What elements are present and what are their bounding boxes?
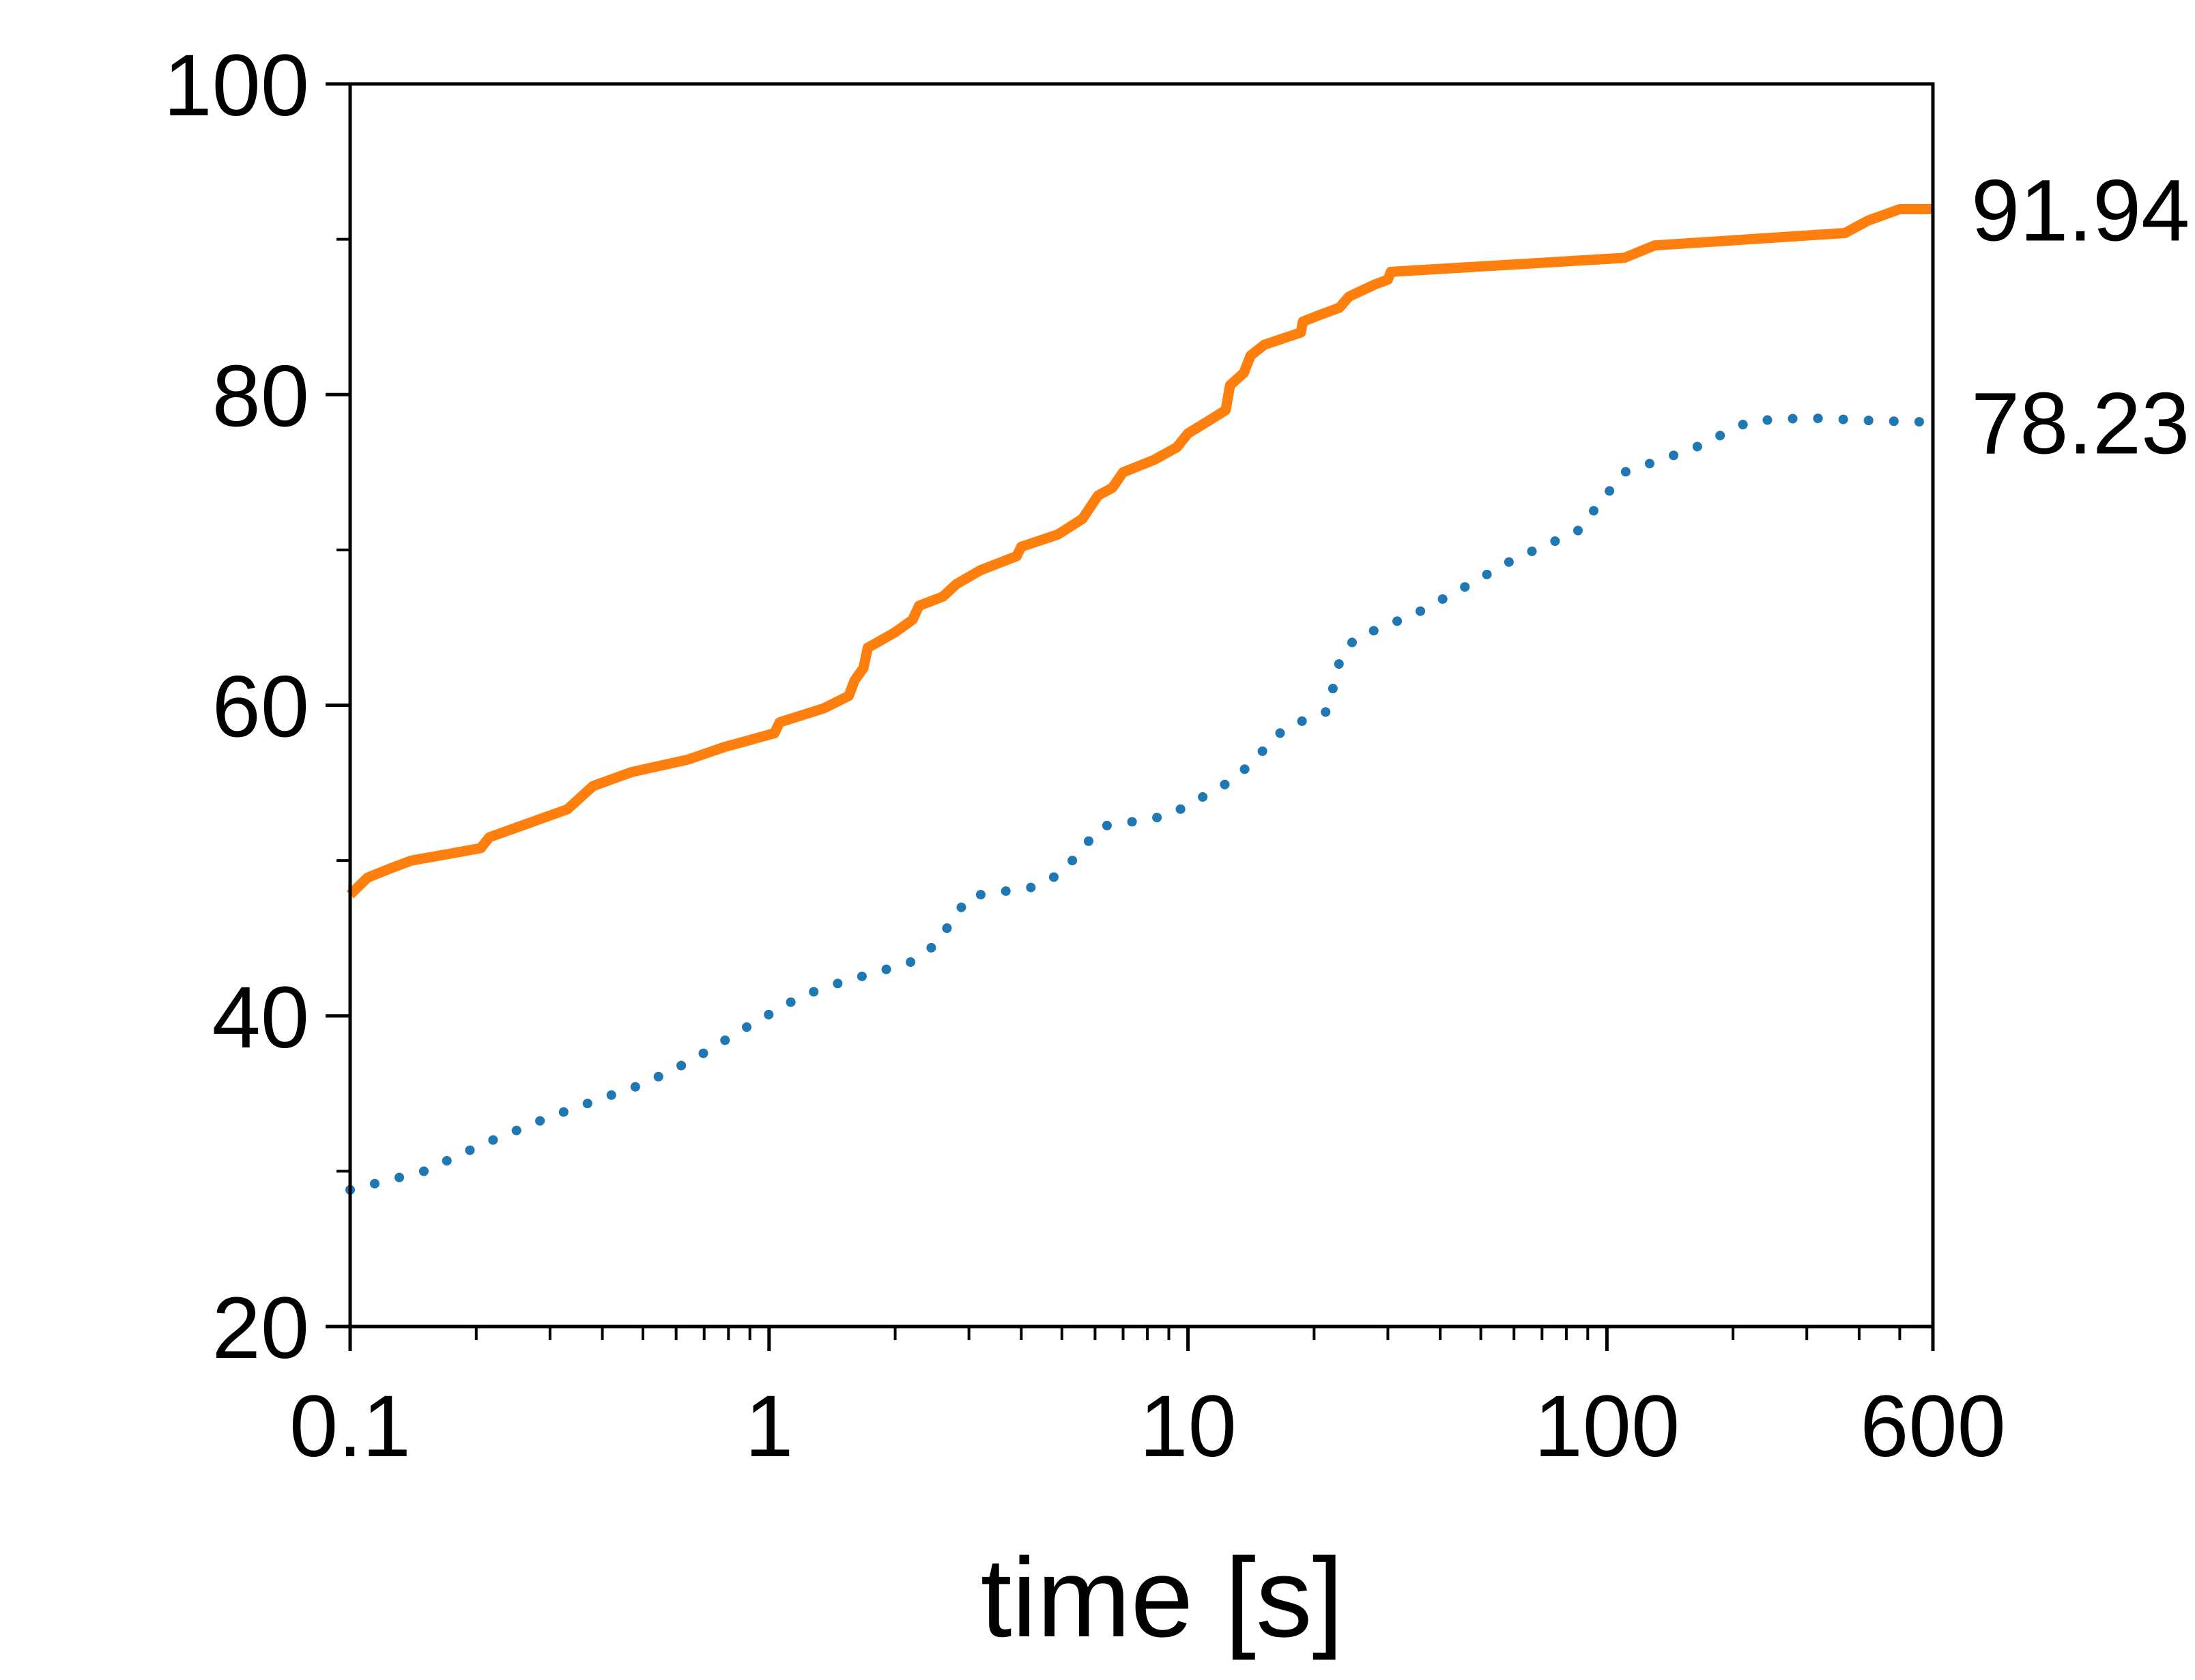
labels-layer: 0.1 1 10 100 600 20 40 60 80 100 91.94 78.23 [163,37,2190,1475]
x-axis-title: time [s] [981,1535,1344,1660]
y-tick-label: 80 [212,347,309,445]
series-end-value-label: 91.94 [1971,162,2190,259]
ticks-layer [326,82,1935,1351]
solid-series-line [346,204,1933,899]
x-tick-label: 1 [745,1378,793,1475]
x-tick-label: 10 [1139,1378,1236,1475]
series-end-value-label: 78.23 [1971,375,2190,473]
y-tick-label: 100 [163,37,309,134]
plot-frame [348,82,1935,1329]
y-tick-label: 40 [212,969,309,1067]
dotted-series-line [345,413,1938,1195]
x-tick-label: 0.1 [289,1378,411,1475]
series-layer [345,204,1938,1195]
x-tick-label: 100 [1534,1378,1680,1475]
y-tick-label: 20 [212,1279,309,1377]
y-tick-label: 60 [212,658,309,756]
x-tick-label: 600 [1860,1378,2006,1475]
